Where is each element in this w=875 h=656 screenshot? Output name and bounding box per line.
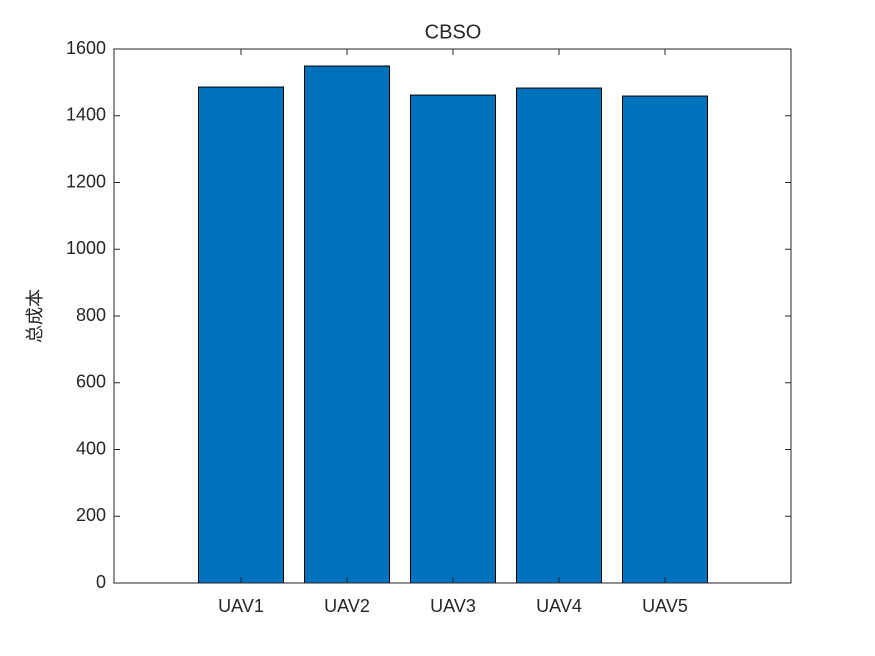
- bar: [410, 94, 496, 584]
- y-tick-label: 1200: [66, 171, 106, 191]
- bar: [198, 86, 284, 584]
- y-tick-label: 600: [76, 372, 106, 392]
- y-tick-label: 800: [76, 305, 106, 325]
- x-tick-label: UAV2: [324, 596, 370, 616]
- x-tick-label: UAV5: [642, 596, 688, 616]
- y-tick-label: 200: [76, 505, 106, 525]
- y-tick-label: 1400: [66, 105, 106, 125]
- y-tick-label: 1600: [66, 38, 106, 58]
- x-tick-label: UAV1: [218, 596, 264, 616]
- bar: [516, 87, 602, 584]
- y-tick-label: 400: [76, 438, 106, 458]
- x-tick-label: UAV4: [536, 596, 582, 616]
- bar: [622, 95, 708, 584]
- y-tick-label: 0: [96, 572, 106, 592]
- chart-title: CBSO: [425, 21, 482, 43]
- y-axis-label: 总成本: [25, 289, 45, 343]
- y-tick-label: 1000: [66, 238, 106, 258]
- bar: [304, 65, 390, 584]
- x-tick-label: UAV3: [430, 596, 476, 616]
